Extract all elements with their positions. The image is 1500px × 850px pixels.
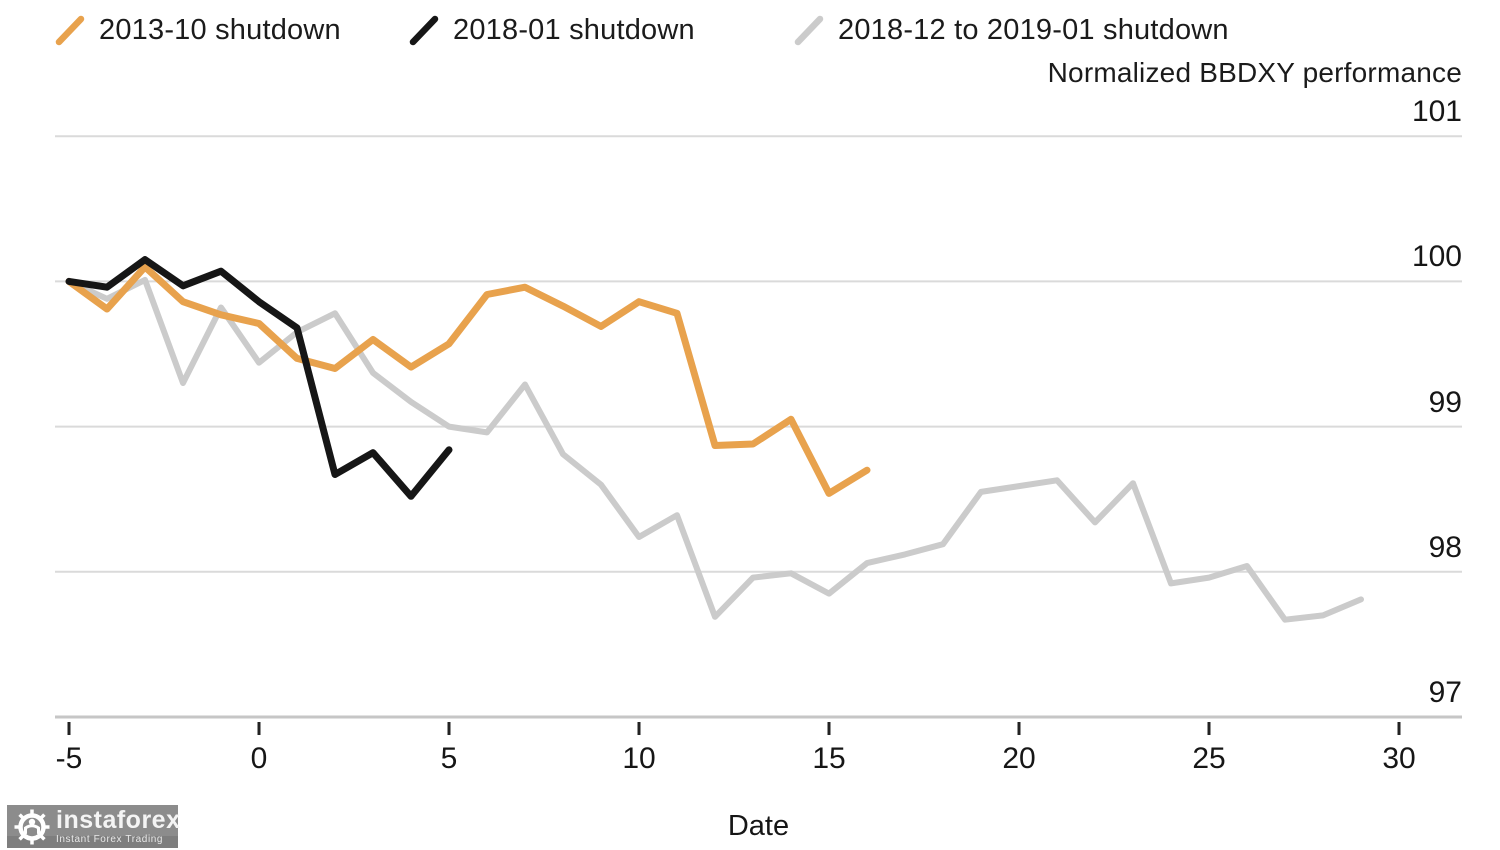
instaforex-gear-logo-icon (14, 809, 50, 844)
y-tick-label: 97 (1428, 676, 1462, 709)
x-tick-label: 30 (1382, 742, 1416, 775)
x-tick-label: 25 (1192, 742, 1226, 775)
legend-label: 2013-10 shutdown (99, 13, 341, 46)
legend-swatch-gray-slash-icon (794, 15, 824, 46)
legend-swatch-black-slash-icon (409, 15, 439, 46)
watermark-tagline: Instant Forex Trading (56, 834, 164, 845)
x-tick-label: 5 (440, 742, 458, 775)
y-tick-label: 100 (1411, 240, 1462, 274)
x-tick-label: 0 (250, 742, 268, 775)
watermark-text: instaforex Instant Forex Trading (56, 806, 181, 846)
series-line-2018-01-shutdown (65, 256, 453, 500)
x-tick-label: -5 (55, 742, 83, 775)
legend-swatch-orange-slash-icon (55, 15, 85, 46)
y-tick-label: 99 (1428, 385, 1462, 419)
watermark-brand: instaforex (56, 806, 181, 834)
series-line-2013-10-shutdown (65, 263, 871, 497)
x-axis-title: Date (727, 810, 790, 842)
legend-label: 2018-12 to 2019-01 shutdown (838, 13, 1229, 46)
legend-label: 2018-01 shutdown (453, 13, 695, 46)
legend-item-2013-10: 2013-10 shutdown (55, 10, 341, 50)
y-tick-label: 98 (1428, 530, 1462, 564)
watermark-strip (7, 836, 178, 848)
legend-item-2018-12: 2018-12 to 2019-01 shutdown (794, 10, 1229, 50)
x-tick-label: 20 (1002, 742, 1036, 775)
y-tick-label: 101 (1411, 95, 1462, 129)
chart-title: Normalized BBDXY performance (1047, 57, 1462, 88)
x-tick-label: 15 (812, 742, 846, 775)
watermark-instaforex: instaforex Instant Forex Trading (7, 805, 181, 848)
x-tick-label: 10 (622, 742, 656, 775)
legend-item-2018-01: 2018-01 shutdown (409, 10, 695, 50)
